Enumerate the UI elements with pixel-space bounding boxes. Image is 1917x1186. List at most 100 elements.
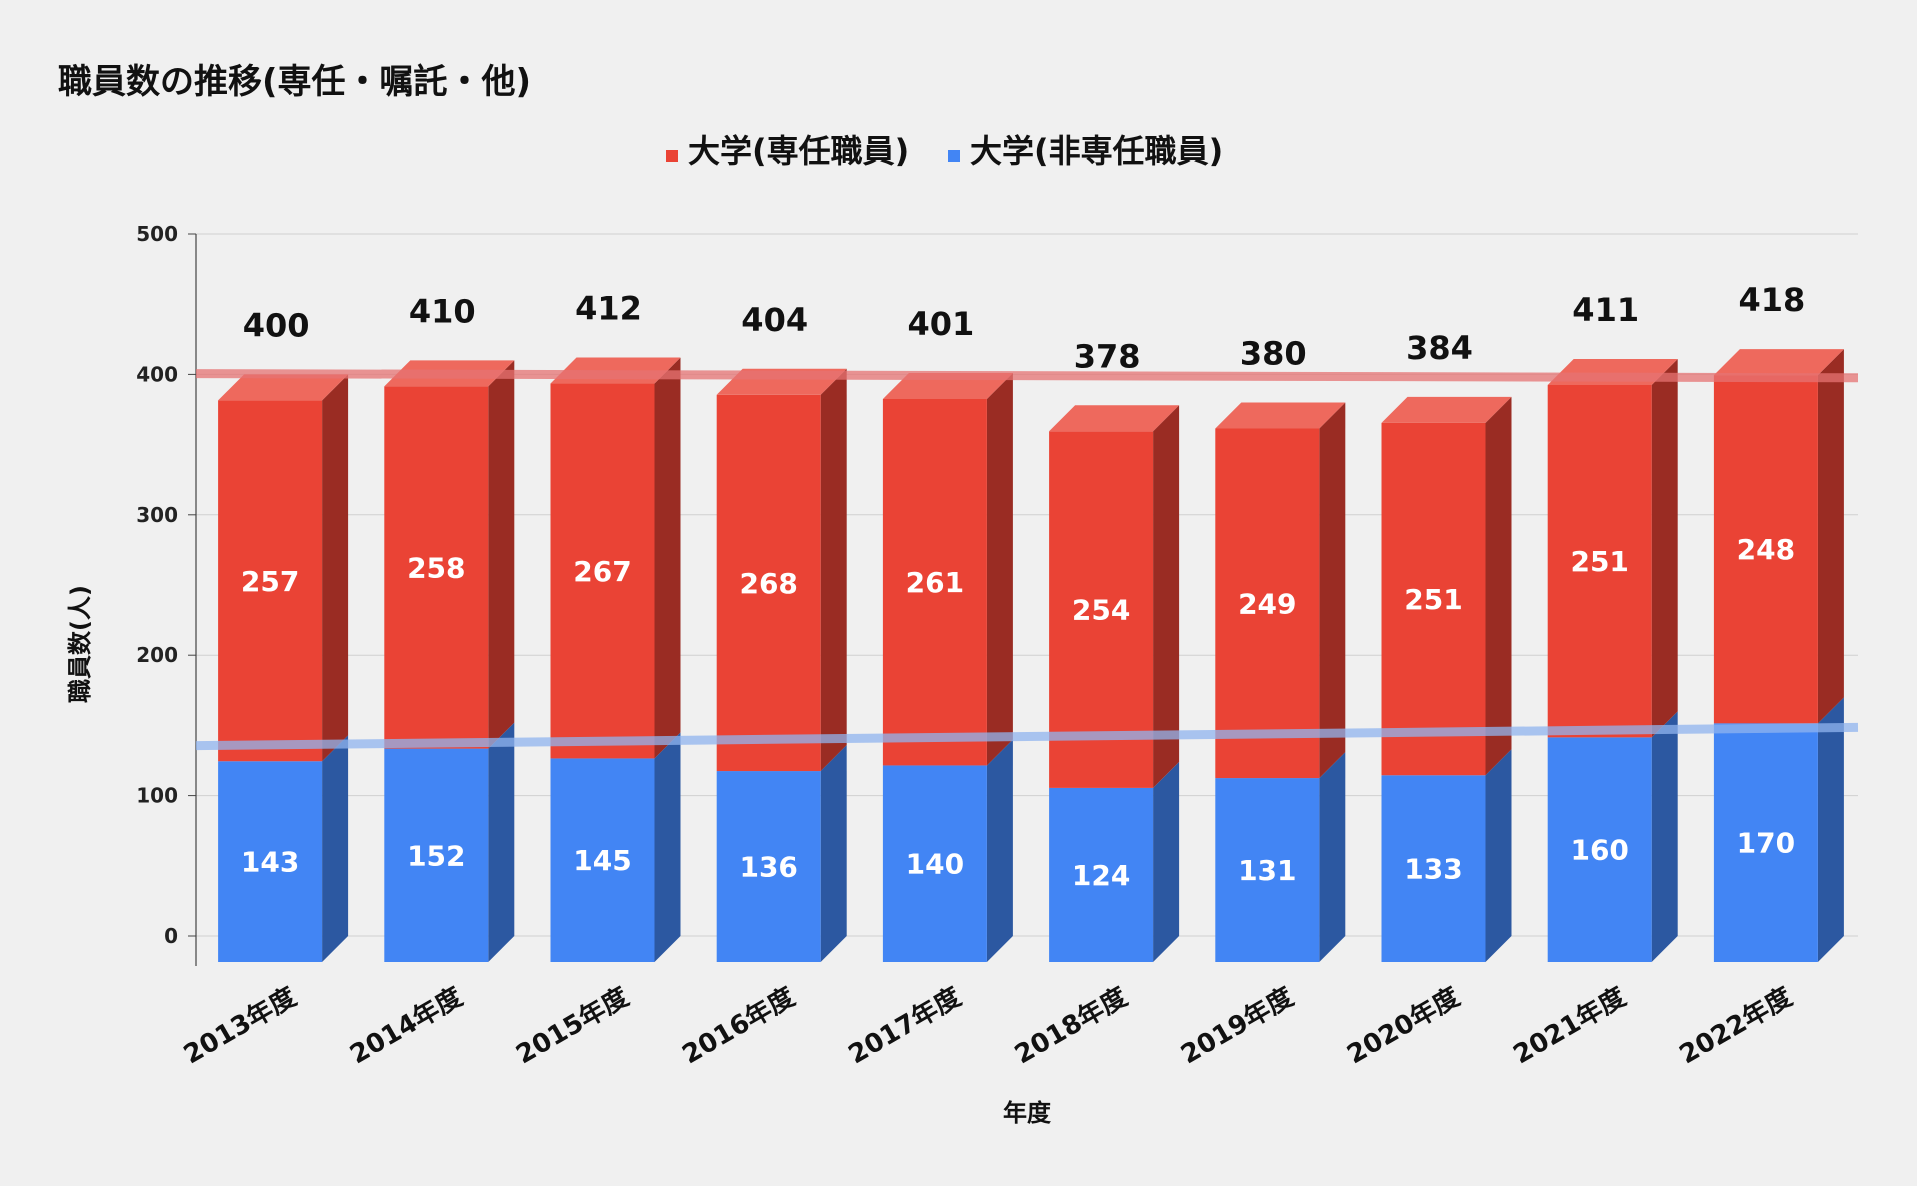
y-tick-label-300: 300 (136, 503, 178, 527)
bar-non-full-time-9 (1713, 723, 1818, 962)
total-label-0: 400 (243, 306, 310, 344)
x-axis-title: 年度 (1003, 1099, 1052, 1127)
value-label-full-time-2: 267 (573, 555, 631, 588)
bar-top-face-6 (1215, 402, 1346, 429)
bar-full-time-2 (550, 383, 655, 759)
bar-side-non-full-time-2 (654, 732, 681, 962)
bar-side-non-full-time-5 (1153, 761, 1180, 962)
y-axis-title: 職員数(人) (66, 585, 94, 703)
trendline-non-full-time (195, 722, 1859, 751)
value-label-non-full-time-2: 145 (573, 844, 631, 877)
value-label-full-time-8: 251 (1570, 545, 1628, 578)
y-tick-label-200: 200 (136, 643, 178, 667)
y-tick-label-100: 100 (136, 784, 178, 808)
bar-full-time-1 (384, 386, 489, 749)
category-label-9: 2022年度 (1674, 981, 1797, 1070)
bar-full-time-9 (1713, 375, 1818, 724)
legend-label-full-time: 大学(専任職員) (688, 132, 909, 170)
total-label-9: 418 (1739, 281, 1806, 319)
total-label-1: 410 (409, 292, 476, 330)
category-label-4: 2017年度 (843, 981, 966, 1070)
bar-non-full-time-3 (716, 771, 821, 962)
bar-side-full-time-1 (488, 360, 515, 749)
bar-top-face-5 (1049, 405, 1180, 432)
bar-side-full-time-5 (1153, 405, 1180, 788)
chart-title: 職員数の推移(専任・嘱託・他) (58, 62, 532, 102)
trendline-full-time (195, 369, 1859, 383)
y-tick-label-0: 0 (164, 924, 178, 948)
bar-side-full-time-3 (820, 368, 847, 772)
bar-side-non-full-time-6 (1319, 752, 1346, 962)
bar-top-face-0 (218, 374, 349, 401)
y-tick-label-400: 400 (136, 362, 178, 386)
value-label-non-full-time-1: 152 (407, 839, 465, 872)
value-label-full-time-9: 248 (1737, 533, 1795, 566)
value-label-full-time-1: 258 (407, 551, 465, 584)
value-label-non-full-time-9: 170 (1737, 827, 1795, 860)
category-label-7: 2020年度 (1342, 981, 1465, 1070)
value-label-full-time-3: 268 (739, 567, 797, 600)
bar-side-non-full-time-1 (488, 722, 515, 962)
value-label-full-time-5: 254 (1072, 594, 1130, 627)
value-label-non-full-time-4: 140 (906, 848, 964, 881)
value-label-non-full-time-0: 143 (241, 846, 299, 879)
category-label-2: 2015年度 (511, 981, 634, 1070)
category-label-1: 2014年度 (345, 981, 468, 1070)
bar-side-full-time-2 (654, 357, 681, 759)
bar-full-time-7 (1381, 422, 1486, 776)
value-label-non-full-time-5: 124 (1072, 859, 1130, 892)
category-label-8: 2021年度 (1508, 981, 1631, 1070)
bar-side-full-time-0 (322, 374, 349, 762)
bar-full-time-6 (1215, 428, 1320, 779)
bar-full-time-4 (882, 398, 987, 766)
total-label-2: 412 (575, 290, 642, 328)
bar-side-full-time-9 (1817, 349, 1844, 724)
bar-side-non-full-time-7 (1485, 749, 1512, 962)
total-label-7: 384 (1406, 329, 1473, 367)
value-label-non-full-time-6: 131 (1238, 854, 1296, 887)
bar-side-full-time-7 (1485, 396, 1512, 776)
bar-full-time-8 (1547, 384, 1652, 738)
bar-side-non-full-time-4 (986, 739, 1013, 962)
legend-swatch-full-time (666, 150, 678, 162)
y-tick-label-500: 500 (136, 222, 178, 246)
value-label-full-time-0: 257 (241, 565, 299, 598)
bar-non-full-time-4 (882, 765, 987, 962)
bar-full-time-0 (218, 400, 323, 762)
legend-swatch-non-full-time (948, 150, 960, 162)
bar-non-full-time-8 (1547, 737, 1652, 962)
bar-non-full-time-7 (1381, 775, 1486, 962)
bar-full-time-3 (716, 394, 821, 772)
bar-side-full-time-4 (986, 372, 1013, 766)
value-label-non-full-time-8: 160 (1570, 834, 1628, 867)
legend-label-non-full-time: 大学(非専任職員) (970, 132, 1223, 170)
bar-side-full-time-6 (1319, 402, 1346, 779)
total-label-6: 380 (1240, 334, 1307, 372)
total-label-8: 411 (1572, 291, 1639, 329)
bar-non-full-time-0 (218, 761, 323, 962)
bar-top-face-7 (1381, 396, 1512, 423)
bar-side-non-full-time-8 (1651, 711, 1678, 962)
bar-non-full-time-5 (1049, 787, 1154, 962)
total-label-3: 404 (741, 301, 808, 339)
bar-non-full-time-6 (1215, 778, 1320, 962)
value-label-non-full-time-3: 136 (739, 851, 797, 884)
value-label-full-time-6: 249 (1238, 587, 1296, 620)
value-label-non-full-time-7: 133 (1404, 853, 1462, 886)
bar-side-full-time-8 (1651, 358, 1678, 738)
value-label-full-time-4: 261 (906, 566, 964, 599)
category-label-0: 2013年度 (178, 981, 301, 1070)
bar-full-time-5 (1049, 431, 1154, 788)
bar-non-full-time-1 (384, 748, 489, 962)
bar-non-full-time-2 (550, 758, 655, 962)
total-label-5: 378 (1074, 337, 1141, 375)
category-label-5: 2018年度 (1009, 981, 1132, 1070)
bar-side-non-full-time-9 (1817, 697, 1844, 962)
category-label-3: 2016年度 (677, 981, 800, 1070)
category-label-6: 2019年度 (1176, 981, 1299, 1070)
total-label-4: 401 (908, 305, 975, 343)
bar-side-non-full-time-3 (820, 745, 847, 962)
value-label-full-time-7: 251 (1404, 583, 1462, 616)
